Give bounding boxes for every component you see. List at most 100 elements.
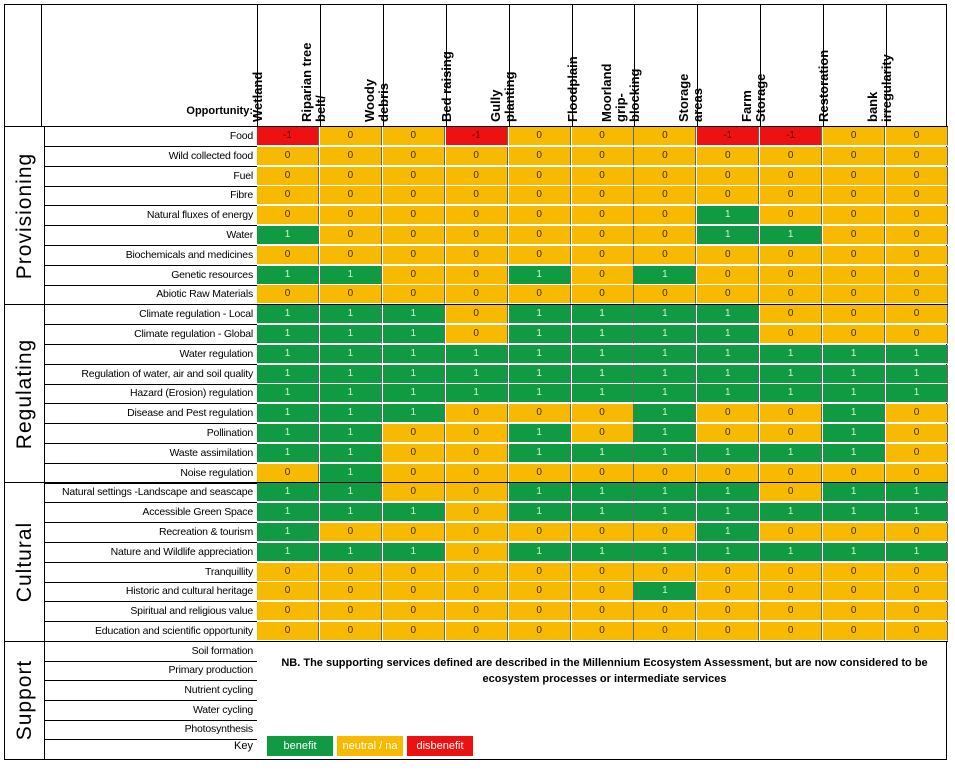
- score-cell: 0: [634, 206, 697, 226]
- column-header-label: bank irregularity: [865, 54, 894, 122]
- score-cell: 1: [382, 503, 445, 523]
- score-cell: 1: [571, 344, 634, 364]
- service-group-cultural: Cultural: [5, 483, 45, 642]
- score-cell: 1: [760, 344, 823, 364]
- service-label: Waste assimilation: [45, 444, 257, 464]
- score-cell: 1: [697, 523, 760, 542]
- score-cell: 1: [508, 542, 571, 562]
- score-cell: 0: [382, 146, 445, 166]
- score-cell: 1: [257, 305, 319, 325]
- score-cell: 0: [382, 582, 445, 602]
- score-cell: 1: [634, 265, 697, 285]
- score-cell: 1: [886, 364, 948, 384]
- score-cell: 0: [571, 602, 634, 622]
- score-cell: 1: [823, 424, 886, 443]
- score-cell: 0: [823, 186, 886, 206]
- score-cell: 1: [697, 542, 760, 562]
- score-cell: 1: [697, 443, 760, 463]
- score-cell: 0: [382, 562, 445, 582]
- score-cell: 0: [760, 166, 823, 186]
- score-cell: 0: [508, 523, 571, 542]
- score-cell: 0: [508, 226, 571, 245]
- score-cell: 0: [445, 443, 508, 463]
- header-bottom-rule: [5, 126, 948, 127]
- score-cell: 0: [571, 424, 634, 443]
- score-cell: 0: [571, 146, 634, 166]
- score-cell: 0: [382, 245, 445, 265]
- score-cell: 0: [634, 622, 697, 641]
- score-cell: 0: [319, 206, 382, 226]
- score-cell: 0: [886, 226, 948, 245]
- score-cell: 0: [508, 602, 571, 622]
- score-cell: 0: [823, 285, 886, 305]
- service-label: Fuel: [45, 167, 257, 187]
- score-cell: 1: [823, 542, 886, 562]
- score-cell: 1: [823, 344, 886, 364]
- score-cell: 0: [571, 523, 634, 542]
- group-divider: [5, 304, 948, 306]
- score-cell: 0: [634, 285, 697, 305]
- score-cell: 0: [508, 127, 571, 146]
- score-cell: 1: [697, 305, 760, 325]
- score-cell: 0: [319, 146, 382, 166]
- service-label: Nature and Wildlife appreciation: [45, 543, 257, 563]
- score-cell: 1: [382, 542, 445, 562]
- score-cell: 0: [571, 404, 634, 424]
- score-cell: 0: [634, 463, 697, 483]
- score-cell: 0: [319, 582, 382, 602]
- score-cell: 1: [697, 503, 760, 523]
- score-cell: 1: [634, 325, 697, 344]
- score-cell: 0: [823, 562, 886, 582]
- score-cell: 1: [697, 206, 760, 226]
- score-cell: 0: [571, 285, 634, 305]
- score-cell: 0: [319, 127, 382, 146]
- score-cell: 1: [319, 344, 382, 364]
- column-header-label: Woody debris: [361, 78, 391, 122]
- score-cell: 0: [445, 245, 508, 265]
- score-cell: 1: [823, 364, 886, 384]
- score-cell: 0: [445, 325, 508, 344]
- score-cell: 0: [634, 245, 697, 265]
- header-divider: [445, 5, 447, 126]
- group-name: Provisioning: [12, 152, 36, 279]
- score-cell: 0: [508, 186, 571, 206]
- column-header: Gully planting: [488, 5, 571, 126]
- score-cell: 0: [319, 245, 382, 265]
- score-cell: 0: [886, 523, 948, 542]
- score-cell: 1: [634, 503, 697, 523]
- score-cell: 0: [445, 305, 508, 325]
- score-cell: 1: [571, 384, 634, 404]
- score-cell: 0: [571, 622, 634, 641]
- score-cell: 1: [508, 424, 571, 443]
- service-label: Water regulation: [45, 345, 257, 365]
- header-divider: [319, 5, 321, 126]
- score-cell: 0: [823, 245, 886, 265]
- score-cell: 0: [634, 166, 697, 186]
- score-cell: 0: [257, 245, 319, 265]
- score-cell: 1: [760, 226, 823, 245]
- score-cell: 0: [760, 285, 823, 305]
- group-divider: [5, 482, 948, 484]
- key-disbenefit: disbenefit: [407, 736, 473, 756]
- service-label: Noise regulation: [45, 464, 257, 484]
- header-divider: [823, 5, 825, 126]
- score-cell: 1: [634, 424, 697, 443]
- score-cell: 0: [508, 622, 571, 641]
- score-cell: 0: [445, 404, 508, 424]
- score-cell: 0: [634, 602, 697, 622]
- score-cell: 0: [571, 206, 634, 226]
- service-group-regulating: Regulating: [5, 305, 45, 484]
- column-header-label: Gully planting: [487, 71, 517, 122]
- score-cell: 1: [571, 364, 634, 384]
- score-cell: 1: [697, 325, 760, 344]
- score-cell: 1: [445, 384, 508, 404]
- score-cell: 0: [319, 166, 382, 186]
- service-label: Climate regulation - Local: [45, 305, 257, 326]
- score-cell: 1: [257, 523, 319, 542]
- score-cell: 1: [257, 344, 319, 364]
- score-cell: 1: [257, 364, 319, 384]
- score-cell: 1: [697, 364, 760, 384]
- score-cell: 1: [382, 364, 445, 384]
- score-cell: 1: [634, 443, 697, 463]
- service-label: Nutrient cycling: [45, 681, 257, 701]
